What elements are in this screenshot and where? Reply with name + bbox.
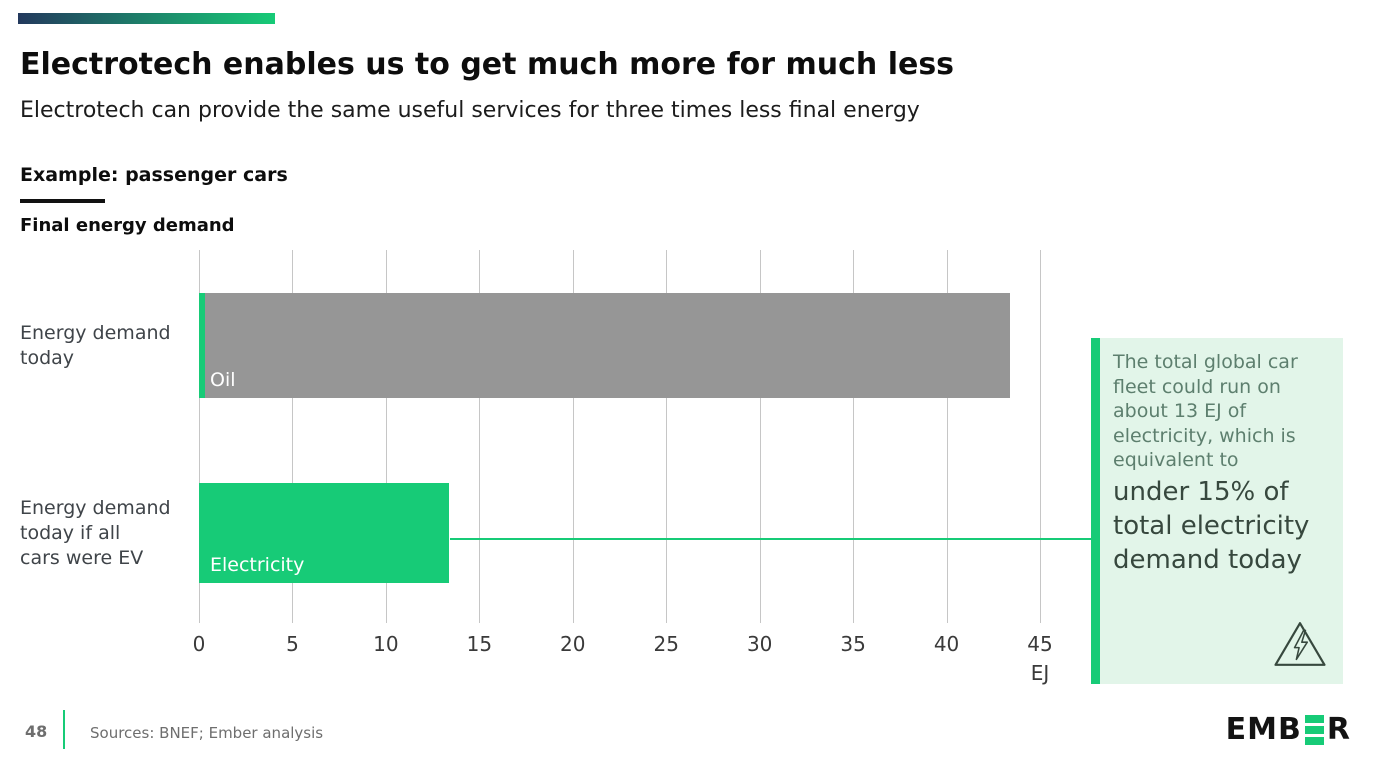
page-title: Electrotech enables us to get much more … xyxy=(20,47,955,82)
x-tick-label: 40 xyxy=(933,632,960,656)
bar-segment-electricity xyxy=(199,483,450,583)
logo-text-prefix: EMB xyxy=(1225,712,1302,747)
x-tick-label: 45 xyxy=(1027,632,1053,656)
callout-box: The total global car fleet could run on … xyxy=(1091,338,1343,684)
x-tick-label: 20 xyxy=(560,632,586,656)
brand-gradient-bar xyxy=(18,13,275,24)
x-axis-unit-label: EJ xyxy=(1030,661,1050,685)
x-axis: 0 5 10 15 20 25 30 35 40 45 EJ xyxy=(193,632,1083,692)
x-tick-label: 25 xyxy=(653,632,679,656)
gridline xyxy=(572,250,574,623)
gridline xyxy=(479,250,481,623)
bar-label: Electricity xyxy=(210,554,305,576)
logo-green-e-icon xyxy=(1304,714,1324,745)
gridline xyxy=(853,250,855,623)
x-tick-label: 0 xyxy=(192,632,206,656)
x-tick-label: 30 xyxy=(746,632,773,656)
x-tick-label: 35 xyxy=(840,632,866,656)
gridline xyxy=(199,250,200,623)
bar-to-callout-connector-line xyxy=(450,538,1091,540)
page-number: 48 xyxy=(25,722,48,741)
page-subtitle: Electrotech can provide the same useful … xyxy=(20,98,920,123)
gridline xyxy=(666,250,668,623)
chart-title: Final energy demand xyxy=(20,215,235,236)
gridline xyxy=(385,250,387,623)
ember-logo: EMB R xyxy=(1226,712,1351,747)
x-tick-label: 10 xyxy=(373,632,399,656)
high-voltage-triangle-icon xyxy=(1271,618,1329,674)
sources-text: Sources: BNEF; Ember analysis xyxy=(90,724,324,742)
callout-small-text: The total global car fleet could run on … xyxy=(1113,351,1298,471)
callout-big-text: under 15% of total electricity demand to… xyxy=(1113,476,1310,575)
gridline xyxy=(759,250,761,623)
bar-oil: Oil xyxy=(199,293,1011,398)
bar-label: Oil xyxy=(210,369,236,391)
category-label-energy-demand-ev: Energy demand today if all cars were EV xyxy=(20,497,171,569)
gridline xyxy=(292,250,294,623)
logo-text-suffix: R xyxy=(1326,712,1351,747)
x-tick-label: 5 xyxy=(286,632,299,656)
bar-segment-electricity xyxy=(199,293,205,398)
category-label-energy-demand-today: Energy demand today xyxy=(20,322,171,369)
footer-separator xyxy=(63,710,65,749)
gridline xyxy=(946,250,948,623)
bar-segment-oil xyxy=(204,293,1011,398)
bar-electricity: Electricity xyxy=(199,483,450,583)
gridline xyxy=(1040,250,1041,623)
x-tick-label: 15 xyxy=(466,632,493,656)
example-label: Example: passenger cars xyxy=(20,164,288,186)
plot-area: Oil Electricity xyxy=(199,250,1083,623)
example-underline xyxy=(20,199,105,203)
